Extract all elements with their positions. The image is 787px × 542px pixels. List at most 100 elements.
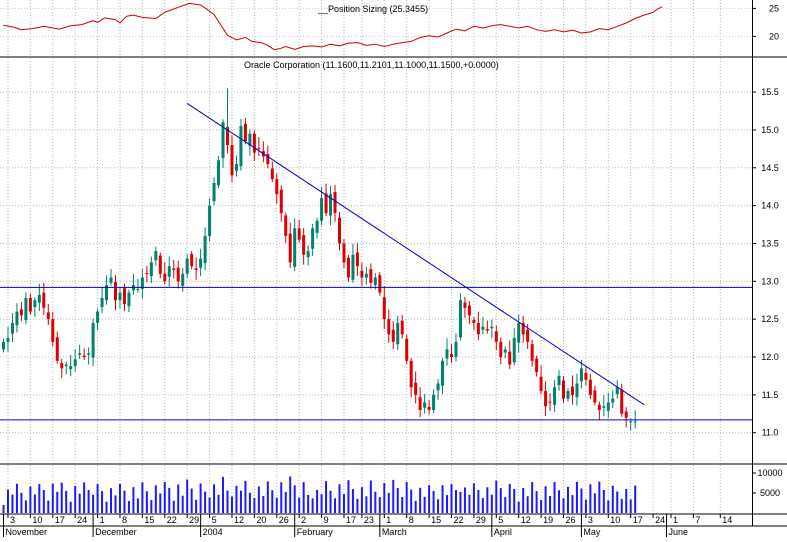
candle-body — [535, 358, 539, 373]
candle-body — [176, 267, 180, 282]
volume-bar — [508, 483, 511, 513]
volume-bar — [571, 495, 574, 513]
volume-bar — [47, 500, 50, 513]
price-tick-label: 15.5 — [761, 87, 779, 97]
candle-body — [427, 406, 431, 411]
x-tick-label: 10 — [610, 515, 620, 525]
candle-body — [329, 194, 333, 216]
volume-bar — [463, 487, 466, 513]
candle-body — [140, 277, 144, 289]
candle-body — [217, 160, 221, 186]
x-tick-label: 22 — [454, 515, 464, 525]
volume-bar — [410, 489, 413, 513]
volume-bar — [56, 491, 59, 513]
volume-bar — [616, 491, 619, 513]
candle-body — [149, 262, 153, 277]
candle-body — [46, 312, 50, 320]
candle-body — [494, 331, 498, 342]
volume-bar — [51, 483, 54, 513]
candle-body — [118, 292, 122, 301]
x-tick-label: 26 — [566, 515, 576, 525]
candle-body — [78, 353, 82, 355]
volume-bar — [244, 480, 247, 513]
volume-bar — [549, 496, 552, 513]
volume-bar — [284, 491, 287, 513]
volume-bar — [423, 496, 426, 513]
candle-body — [87, 353, 91, 355]
candle-body — [302, 235, 306, 255]
month-label: April — [494, 527, 512, 537]
volume-bar — [105, 501, 108, 513]
candle-body — [490, 326, 494, 329]
candle-body — [167, 266, 171, 277]
candle-body — [633, 421, 637, 423]
candle-body — [172, 268, 176, 270]
volume-bar — [522, 487, 525, 513]
volume-bar — [60, 482, 63, 513]
volume-bar — [154, 485, 157, 513]
candle-body — [64, 364, 68, 367]
candle-body — [279, 189, 283, 214]
volume-bar — [531, 482, 534, 513]
x-tick-label: 3 — [10, 515, 15, 525]
volume-bar — [307, 494, 310, 513]
price-tick-label: 12.5 — [761, 314, 779, 324]
candle-body — [105, 285, 109, 301]
volume-bar — [235, 485, 238, 513]
candle-body — [624, 411, 628, 418]
volume-bar — [553, 482, 556, 513]
candle-body — [450, 353, 453, 358]
x-tick-label: 12 — [521, 515, 531, 525]
candle-body — [122, 288, 126, 305]
candle-body — [306, 251, 310, 258]
month-label: May — [583, 527, 601, 537]
volume-bar — [42, 489, 45, 513]
candle-body — [346, 257, 350, 278]
indicator-line — [3, 2, 663, 51]
candle-body — [127, 292, 131, 307]
candle-body — [114, 282, 117, 301]
candle-body — [575, 383, 579, 398]
candle-body — [73, 359, 77, 367]
price-title: Oracle Corporation (11.1600,11.2101,11.1… — [244, 60, 499, 70]
volume-bar — [87, 489, 90, 513]
candle-body — [342, 243, 346, 263]
volume-bar — [11, 494, 14, 513]
volume-bar — [150, 500, 153, 513]
price-panel: Oracle Corporation (11.1600,11.2101,11.1… — [0, 60, 752, 431]
candle-body — [19, 309, 23, 316]
volume-bar — [414, 501, 417, 513]
candle-body — [324, 193, 328, 214]
volume-bar — [101, 491, 104, 513]
volume-bar — [293, 485, 296, 513]
candle-body — [503, 349, 507, 353]
volume-bar — [118, 483, 121, 513]
volume-bar — [334, 498, 337, 513]
volume-bar — [177, 484, 180, 513]
candle-body — [208, 205, 212, 236]
candle-body — [391, 329, 395, 342]
candle-body — [2, 341, 5, 350]
volume-bar — [342, 494, 345, 513]
month-label: December — [95, 527, 137, 537]
volume-bar — [114, 495, 117, 513]
candle-body — [557, 375, 561, 386]
month-label: March — [382, 527, 407, 537]
volume-bar — [230, 496, 233, 513]
x-tick-label: 5 — [212, 515, 217, 525]
volume-bar — [405, 482, 408, 513]
volume-bar — [472, 483, 475, 513]
volume-bar — [481, 498, 484, 513]
candle-body — [584, 372, 588, 380]
volume-bar — [239, 490, 242, 513]
volume-bar — [611, 485, 614, 513]
candle-body — [499, 341, 503, 358]
candle-body — [257, 148, 261, 150]
candle-body — [275, 179, 279, 195]
candle-body — [454, 341, 458, 358]
volume-bar — [110, 488, 113, 513]
x-tick-label: 1 — [673, 515, 678, 525]
volume-bar — [351, 489, 354, 513]
month-label: November — [6, 527, 48, 537]
